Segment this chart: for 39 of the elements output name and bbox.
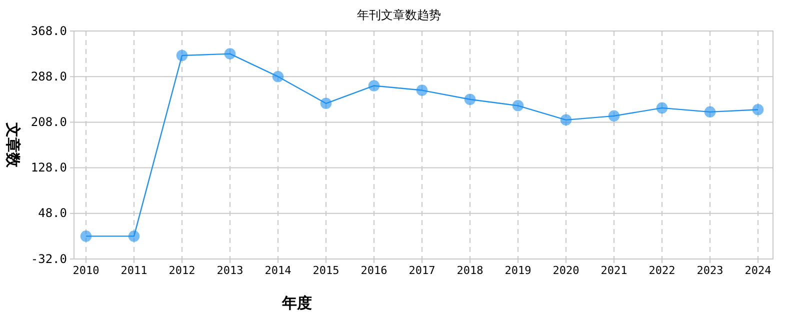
x-tick-label: 2014 xyxy=(264,264,292,277)
point xyxy=(224,48,236,60)
x-axis-title: 年度 xyxy=(281,294,312,312)
point xyxy=(560,114,572,126)
y-tick-label: 48.0 xyxy=(38,206,67,220)
point xyxy=(176,50,188,62)
point xyxy=(464,94,476,106)
y-tick-label: 128.0 xyxy=(30,160,67,175)
x-tick-label: 2010 xyxy=(72,264,100,277)
x-tick-label: 2021 xyxy=(600,264,628,277)
point xyxy=(128,230,140,242)
x-tick-label: 2011 xyxy=(120,264,148,277)
point xyxy=(704,106,716,118)
x-tick-label: 2022 xyxy=(648,264,676,277)
point xyxy=(752,104,764,116)
y-tick-label: 288.0 xyxy=(30,69,67,84)
x-tick-label: 2018 xyxy=(456,264,484,277)
y-tick-label: 368.0 xyxy=(30,24,67,38)
point xyxy=(416,84,428,96)
point xyxy=(512,100,524,112)
point xyxy=(656,102,668,114)
y-tick-label: 208.0 xyxy=(30,115,67,130)
point xyxy=(80,230,92,242)
point xyxy=(368,80,380,92)
x-tick-label: 2015 xyxy=(312,264,340,277)
x-tick-label: 2020 xyxy=(552,264,580,277)
x-tick-label: 2023 xyxy=(696,264,724,277)
x-tick-label: 2016 xyxy=(360,264,388,277)
point xyxy=(608,110,620,122)
point xyxy=(320,98,332,110)
y-axis-title: 文章数 xyxy=(4,122,22,168)
y-tick-label: -32.0 xyxy=(30,252,67,266)
point xyxy=(272,70,284,82)
x-tick-label: 2019 xyxy=(504,264,532,277)
x-tick-label: 2017 xyxy=(408,264,436,277)
chart-title: 年刊文章数趋势 xyxy=(357,8,441,22)
x-tick-label: 2013 xyxy=(216,264,244,277)
x-tick-label: 2012 xyxy=(168,264,196,277)
x-tick-label: 2024 xyxy=(744,264,772,277)
